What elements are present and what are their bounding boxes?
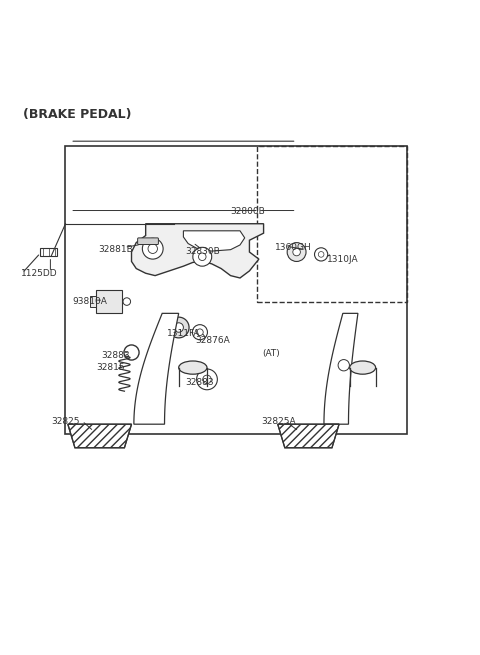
Polygon shape (132, 224, 264, 278)
Text: (AT): (AT) (262, 349, 280, 358)
Text: 1125DD: 1125DD (21, 269, 57, 278)
Circle shape (318, 252, 324, 257)
Circle shape (123, 298, 131, 305)
Ellipse shape (349, 361, 376, 374)
Text: 32815: 32815 (96, 363, 125, 372)
Circle shape (293, 248, 300, 256)
Bar (65, 146, 408, 434)
Text: 32830B: 32830B (186, 246, 220, 255)
Text: 32800B: 32800B (230, 208, 265, 216)
Circle shape (193, 248, 212, 266)
Text: 32825A: 32825A (261, 417, 296, 426)
Circle shape (168, 317, 189, 338)
Text: 32881B: 32881B (98, 245, 133, 254)
Polygon shape (134, 313, 179, 424)
Polygon shape (278, 424, 339, 448)
Text: 93810A: 93810A (72, 297, 108, 306)
FancyBboxPatch shape (138, 238, 158, 244)
Bar (96, 290, 122, 313)
Bar (256, 146, 408, 301)
Circle shape (124, 345, 139, 360)
Text: 32876A: 32876A (195, 336, 230, 345)
Text: 32825: 32825 (51, 417, 80, 426)
Polygon shape (68, 424, 132, 448)
Circle shape (203, 375, 211, 384)
Circle shape (199, 253, 206, 261)
Circle shape (148, 244, 157, 253)
Text: 1310JA: 1310JA (327, 255, 359, 263)
Circle shape (338, 360, 349, 371)
Bar (91, 296, 96, 307)
Polygon shape (183, 231, 245, 251)
Circle shape (197, 369, 217, 390)
Ellipse shape (179, 361, 207, 374)
Text: 32883: 32883 (101, 351, 130, 360)
Circle shape (287, 242, 306, 261)
Polygon shape (324, 313, 358, 424)
Circle shape (143, 238, 163, 259)
Circle shape (174, 323, 183, 332)
Circle shape (197, 329, 203, 335)
FancyBboxPatch shape (40, 248, 58, 256)
Circle shape (314, 248, 328, 261)
Circle shape (192, 325, 207, 340)
Text: (BRAKE PEDAL): (BRAKE PEDAL) (23, 108, 132, 121)
Text: 1360GH: 1360GH (276, 243, 312, 252)
Text: 1311FA: 1311FA (167, 329, 200, 338)
Text: 32883: 32883 (186, 378, 215, 386)
